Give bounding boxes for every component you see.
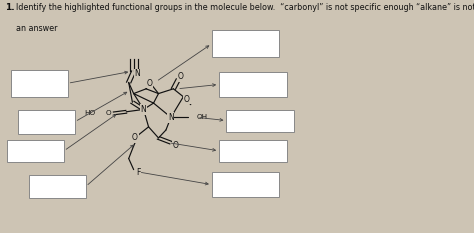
Text: N: N xyxy=(135,69,140,78)
Text: OH: OH xyxy=(197,114,208,120)
Text: O: O xyxy=(184,95,190,104)
Text: N: N xyxy=(168,113,174,122)
Text: F: F xyxy=(137,168,141,177)
Bar xyxy=(219,72,287,97)
Bar xyxy=(219,140,287,162)
Text: Identify the highlighted functional groups in the molecule below.  “carbonyl” is: Identify the highlighted functional grou… xyxy=(17,3,474,13)
Bar xyxy=(18,110,75,134)
Bar xyxy=(29,175,86,198)
Text: O: O xyxy=(132,134,138,142)
Bar xyxy=(212,172,279,197)
Text: O: O xyxy=(106,110,112,116)
Text: O: O xyxy=(173,140,179,150)
Text: an answer: an answer xyxy=(17,24,58,34)
Bar xyxy=(212,30,279,57)
Text: 1.: 1. xyxy=(6,3,15,13)
Text: N: N xyxy=(141,105,146,114)
Bar xyxy=(7,140,64,162)
Bar xyxy=(11,70,68,97)
Text: O: O xyxy=(147,79,153,88)
Text: HO: HO xyxy=(84,110,95,116)
Bar xyxy=(227,110,294,132)
Text: O: O xyxy=(178,72,184,82)
